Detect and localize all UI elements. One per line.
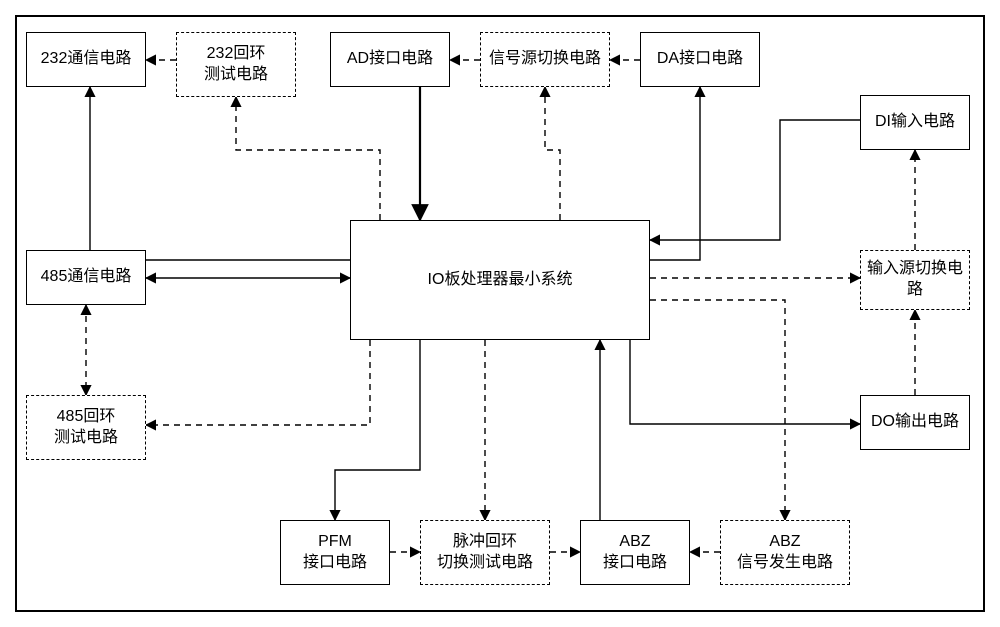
node-abz: ABZ接口电路: [580, 520, 690, 585]
node-insrc: 输入源切换电路: [860, 250, 970, 310]
node-center: IO板处理器最小系统: [350, 220, 650, 340]
node-n232comm: 232通信电路: [26, 32, 146, 87]
node-doout: DO输出电路: [860, 395, 970, 450]
node-sigsrc: 信号源切换电路: [480, 32, 610, 87]
node-ad: AD接口电路: [330, 32, 450, 87]
node-pfm: PFM接口电路: [280, 520, 390, 585]
node-n232loop: 232回环测试电路: [176, 32, 296, 97]
node-n485comm: 485通信电路: [26, 250, 146, 305]
node-da: DA接口电路: [640, 32, 760, 87]
node-di: DI输入电路: [860, 95, 970, 150]
node-pulseloop: 脉冲回环切换测试电路: [420, 520, 550, 585]
node-abzsig: ABZ信号发生电路: [720, 520, 850, 585]
node-n485loop: 485回环测试电路: [26, 395, 146, 460]
diagram-frame: IO板处理器最小系统 232通信电路 232回环测试电路 AD接口电路信号源切换电路 D…: [0, 0, 1000, 627]
